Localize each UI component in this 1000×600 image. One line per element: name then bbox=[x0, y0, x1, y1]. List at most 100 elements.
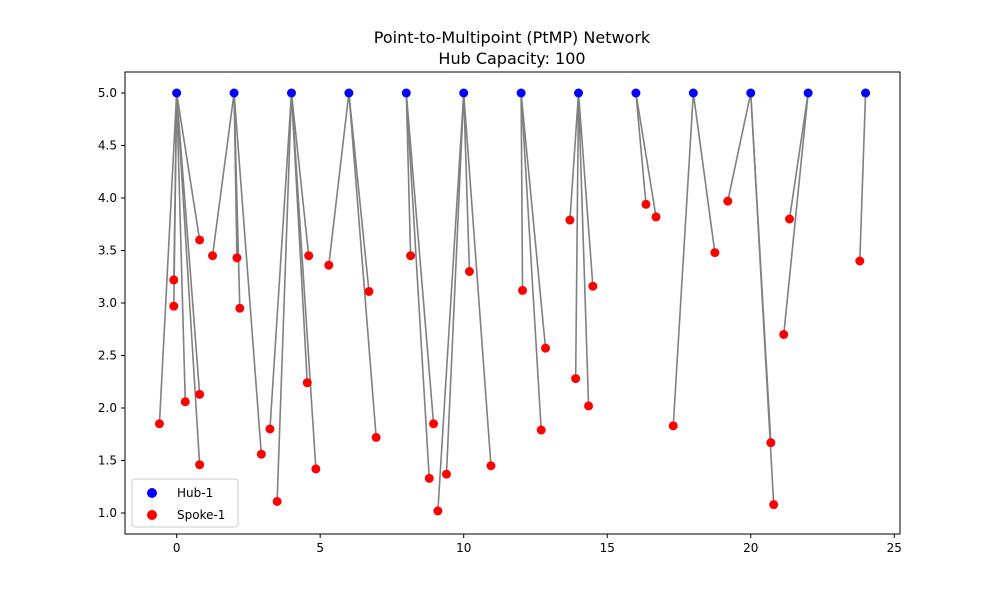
y-tick-label: 3.0 bbox=[98, 296, 117, 310]
link-line bbox=[348, 92, 377, 438]
spoke-point bbox=[565, 215, 575, 225]
legend-hub-label: Hub-1 bbox=[177, 486, 213, 500]
link-line bbox=[328, 92, 350, 266]
legend: Hub-1 Spoke-1 bbox=[131, 478, 239, 528]
x-tick-label: 20 bbox=[743, 541, 758, 555]
spoke-point bbox=[232, 253, 242, 263]
hub-point bbox=[574, 88, 584, 98]
spoke-point bbox=[779, 330, 789, 339]
spoke-point bbox=[464, 267, 474, 276]
y-tick-label: 4.5 bbox=[98, 139, 117, 153]
link-line bbox=[290, 92, 317, 469]
link-line bbox=[233, 92, 263, 455]
link-line bbox=[276, 92, 293, 502]
spoke-point bbox=[406, 251, 416, 261]
hub-point bbox=[516, 88, 526, 98]
link-line bbox=[569, 92, 580, 221]
spoke-point bbox=[256, 449, 266, 459]
spoke-point bbox=[433, 506, 443, 516]
spoke-point bbox=[518, 285, 528, 295]
spoke-point bbox=[208, 251, 218, 261]
hub-point bbox=[861, 88, 871, 98]
chart-title: Point-to-Multipoint (PtMP) Network bbox=[374, 28, 651, 47]
legend-hub-marker bbox=[147, 488, 157, 498]
spoke-point bbox=[180, 397, 190, 407]
link-line bbox=[462, 92, 471, 272]
hub-point bbox=[172, 88, 182, 98]
link-line bbox=[172, 92, 178, 307]
x-tick-label: 25 bbox=[887, 541, 902, 555]
link-line bbox=[175, 92, 187, 402]
chart-subtitle: Hub Capacity: 100 bbox=[438, 49, 585, 68]
link-line bbox=[290, 92, 310, 256]
link-line bbox=[749, 92, 775, 505]
hub-point bbox=[803, 88, 813, 98]
hub-point bbox=[459, 88, 469, 98]
spoke-point bbox=[723, 196, 733, 206]
spoke-point bbox=[588, 281, 598, 291]
y-tick-label: 1.5 bbox=[98, 454, 117, 468]
spoke-point bbox=[169, 301, 179, 311]
spoke-point bbox=[441, 469, 451, 479]
link-line bbox=[175, 92, 201, 241]
legend-spoke-marker bbox=[147, 510, 157, 520]
spoke-point bbox=[364, 286, 374, 296]
hub-point bbox=[229, 88, 239, 98]
spoke-point bbox=[154, 419, 164, 429]
spoke-point bbox=[272, 496, 282, 506]
link-line bbox=[520, 92, 543, 431]
hub-point bbox=[746, 88, 756, 98]
link-lines bbox=[158, 92, 867, 511]
y-tick-label: 2.0 bbox=[98, 401, 117, 415]
link-line bbox=[211, 92, 235, 256]
spoke-point bbox=[265, 424, 275, 434]
spoke-point bbox=[710, 248, 720, 258]
spoke-point bbox=[536, 425, 546, 435]
x-tick-label: 5 bbox=[316, 541, 324, 555]
link-line bbox=[859, 92, 867, 262]
link-line bbox=[405, 92, 431, 479]
data-points bbox=[154, 88, 871, 516]
spoke-point bbox=[571, 374, 581, 384]
spoke-point bbox=[195, 389, 205, 399]
spoke-point bbox=[195, 235, 205, 245]
y-tick-label: 3.5 bbox=[98, 244, 117, 258]
link-line bbox=[635, 92, 647, 205]
spoke-point bbox=[304, 251, 314, 261]
spoke-point bbox=[651, 212, 661, 222]
spoke-point bbox=[486, 461, 496, 471]
spoke-point bbox=[541, 343, 551, 353]
link-line bbox=[672, 92, 695, 426]
spoke-point bbox=[235, 303, 245, 313]
x-tick-label: 0 bbox=[173, 541, 181, 555]
spoke-point bbox=[855, 256, 865, 266]
link-line bbox=[726, 92, 752, 202]
link-line bbox=[520, 92, 524, 291]
spoke-point bbox=[324, 260, 334, 270]
axes: 0 5 10 15 20 25 1.0 1.5 2.0 2.5 3.0 3.5 4.0 4.5 5.0 bbox=[98, 86, 902, 555]
link-line bbox=[635, 92, 657, 218]
spoke-point bbox=[195, 460, 205, 470]
link-line bbox=[462, 92, 492, 466]
spoke-point bbox=[584, 401, 594, 411]
spoke-point bbox=[769, 500, 779, 510]
spoke-point bbox=[371, 432, 381, 442]
spoke-point bbox=[424, 473, 434, 483]
link-line bbox=[405, 92, 412, 256]
plot-area-frame bbox=[124, 71, 901, 535]
link-line bbox=[577, 92, 590, 406]
y-tick-label: 4.0 bbox=[98, 191, 117, 205]
spoke-point bbox=[641, 199, 651, 209]
hub-point bbox=[286, 88, 296, 98]
y-tick-label: 1.0 bbox=[98, 506, 117, 520]
legend-box bbox=[131, 478, 239, 528]
hub-point bbox=[401, 88, 411, 98]
spoke-point bbox=[169, 275, 179, 285]
link-line bbox=[520, 92, 547, 349]
link-line bbox=[405, 92, 435, 424]
spoke-point bbox=[668, 421, 678, 431]
hub-point bbox=[631, 88, 641, 98]
link-line bbox=[445, 92, 465, 475]
link-line bbox=[577, 92, 594, 287]
